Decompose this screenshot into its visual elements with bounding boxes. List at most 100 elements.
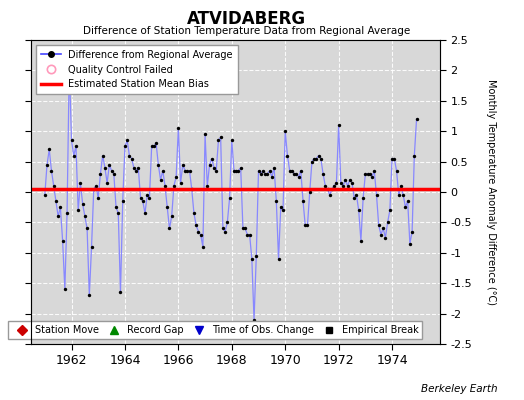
- Point: [70, 152, 78, 159]
- Point: [183, 168, 191, 174]
- Point: [138, 198, 147, 204]
- Point: [116, 289, 125, 296]
- Point: [341, 177, 350, 183]
- Point: [125, 152, 134, 159]
- Point: [375, 222, 383, 229]
- Point: [121, 143, 129, 150]
- Point: [250, 316, 258, 323]
- Point: [319, 170, 328, 177]
- Point: [230, 168, 238, 174]
- Point: [259, 168, 267, 174]
- Point: [143, 192, 151, 198]
- Point: [332, 180, 341, 186]
- Point: [363, 170, 372, 177]
- Point: [47, 168, 56, 174]
- Point: [214, 137, 223, 144]
- Point: [58, 238, 67, 244]
- Point: [194, 228, 203, 235]
- Point: [399, 192, 407, 198]
- Point: [361, 170, 369, 177]
- Point: [403, 198, 412, 204]
- Point: [203, 183, 212, 189]
- Point: [141, 210, 149, 216]
- Point: [103, 180, 111, 186]
- Text: Difference of Station Temperature Data from Regional Average: Difference of Station Temperature Data f…: [83, 26, 410, 36]
- Point: [236, 164, 245, 171]
- Point: [127, 155, 136, 162]
- Point: [227, 137, 236, 144]
- Point: [150, 143, 158, 150]
- Point: [212, 168, 221, 174]
- Point: [397, 183, 405, 189]
- Point: [355, 207, 363, 214]
- Point: [156, 177, 165, 183]
- Point: [412, 116, 421, 122]
- Point: [134, 164, 143, 171]
- Point: [339, 183, 347, 189]
- Point: [321, 183, 330, 189]
- Point: [76, 180, 84, 186]
- Point: [65, 61, 73, 68]
- Point: [52, 198, 60, 204]
- Point: [196, 231, 205, 238]
- Point: [61, 286, 69, 292]
- Point: [325, 192, 334, 198]
- Point: [177, 180, 185, 186]
- Point: [216, 134, 225, 140]
- Point: [352, 192, 361, 198]
- Point: [299, 198, 307, 204]
- Point: [346, 177, 354, 183]
- Point: [201, 131, 209, 138]
- Point: [132, 168, 140, 174]
- Point: [312, 155, 321, 162]
- Point: [159, 168, 167, 174]
- Point: [40, 192, 49, 198]
- Point: [379, 225, 387, 232]
- Point: [79, 201, 87, 207]
- Point: [245, 231, 254, 238]
- Point: [381, 234, 389, 241]
- Point: [221, 228, 230, 235]
- Point: [110, 170, 118, 177]
- Point: [168, 213, 176, 220]
- Point: [384, 219, 392, 226]
- Point: [395, 192, 403, 198]
- Point: [219, 225, 227, 232]
- Point: [310, 155, 319, 162]
- Point: [136, 195, 145, 201]
- Point: [172, 174, 180, 180]
- Point: [328, 186, 336, 192]
- Point: [54, 213, 62, 220]
- Point: [410, 152, 419, 159]
- Point: [279, 207, 287, 214]
- Point: [254, 168, 263, 174]
- Point: [72, 143, 80, 150]
- Point: [308, 158, 316, 165]
- Point: [210, 164, 218, 171]
- Point: [334, 122, 343, 128]
- Text: ATVIDABERG: ATVIDABERG: [187, 10, 306, 28]
- Point: [96, 170, 105, 177]
- Point: [373, 192, 381, 198]
- Point: [154, 162, 162, 168]
- Point: [185, 168, 194, 174]
- Point: [114, 210, 123, 216]
- Point: [248, 256, 256, 262]
- Point: [252, 253, 260, 259]
- Point: [63, 210, 71, 216]
- Point: [388, 155, 396, 162]
- Point: [232, 168, 241, 174]
- Point: [401, 204, 410, 210]
- Point: [208, 155, 216, 162]
- Point: [43, 162, 51, 168]
- Point: [85, 292, 93, 298]
- Point: [67, 137, 75, 144]
- Point: [152, 140, 160, 146]
- Point: [147, 143, 156, 150]
- Point: [74, 207, 82, 214]
- Point: [337, 180, 345, 186]
- Point: [205, 162, 214, 168]
- Legend: Station Move, Record Gap, Time of Obs. Change, Empirical Break: Station Move, Record Gap, Time of Obs. C…: [8, 321, 422, 339]
- Point: [301, 222, 310, 229]
- Point: [223, 219, 232, 226]
